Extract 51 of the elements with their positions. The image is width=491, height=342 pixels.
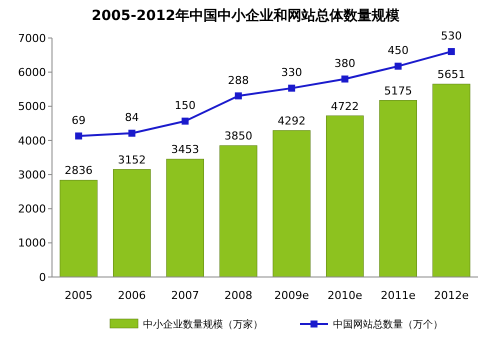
x-tick-label: 2009e	[274, 289, 310, 302]
x-tick-label: 2006	[118, 289, 146, 302]
data-label: 4722	[330, 100, 359, 113]
point	[128, 130, 136, 137]
x-tick-label: 2012e	[434, 289, 469, 302]
data-label: 2836	[64, 164, 93, 178]
data-label: 5651	[437, 68, 466, 82]
point	[341, 76, 348, 83]
point	[394, 62, 402, 70]
data-label: 3850	[224, 130, 252, 143]
data-label: 288	[228, 74, 249, 87]
y-tick-label: 1000	[18, 236, 46, 250]
bar	[326, 116, 364, 278]
data-label: 69	[72, 114, 86, 127]
point	[234, 92, 242, 100]
y-tick-label: 7000	[18, 32, 46, 45]
data-label: 3453	[171, 143, 200, 156]
data-label: 84	[124, 111, 139, 124]
bar	[272, 130, 311, 278]
point	[182, 118, 189, 125]
data-label: 150	[174, 99, 196, 112]
bar	[379, 100, 418, 278]
data-label: 380	[334, 57, 356, 70]
data-label: 5175	[384, 84, 412, 98]
x-tick-label: 2011e	[380, 289, 416, 302]
data-label: 450	[388, 44, 409, 58]
y-tick-label: 2000	[18, 202, 46, 216]
y-tick-label: 0	[39, 270, 46, 284]
x-tick-label: 2007	[171, 289, 200, 302]
chart-title: 2005-2012年中国中小企业和网站总体数量规模	[92, 8, 400, 24]
data-label: 3152	[118, 153, 146, 166]
x-tick-label: 2008	[224, 289, 252, 302]
y-tick-label: 5000	[18, 100, 46, 114]
data-label: 330	[281, 66, 302, 80]
bar	[60, 180, 98, 278]
bar	[219, 145, 258, 278]
y-tick-label: 6000	[18, 66, 46, 79]
bar	[112, 169, 151, 278]
point	[288, 84, 296, 92]
point	[448, 48, 455, 56]
bar	[432, 84, 470, 278]
legend-label: 中小企业数量规模（万家）	[143, 318, 263, 330]
data-label: 530	[440, 30, 462, 43]
bar	[166, 158, 204, 278]
y-tick-label: 4000	[18, 134, 46, 148]
data-label: 4292	[278, 114, 306, 128]
legend-label: 中国网站总数量（万个）	[333, 318, 443, 330]
x-tick-label: 2010e	[327, 289, 362, 302]
point	[75, 132, 82, 140]
x-tick-label: 2005	[64, 289, 93, 302]
y-tick-label: 3000	[18, 168, 46, 182]
